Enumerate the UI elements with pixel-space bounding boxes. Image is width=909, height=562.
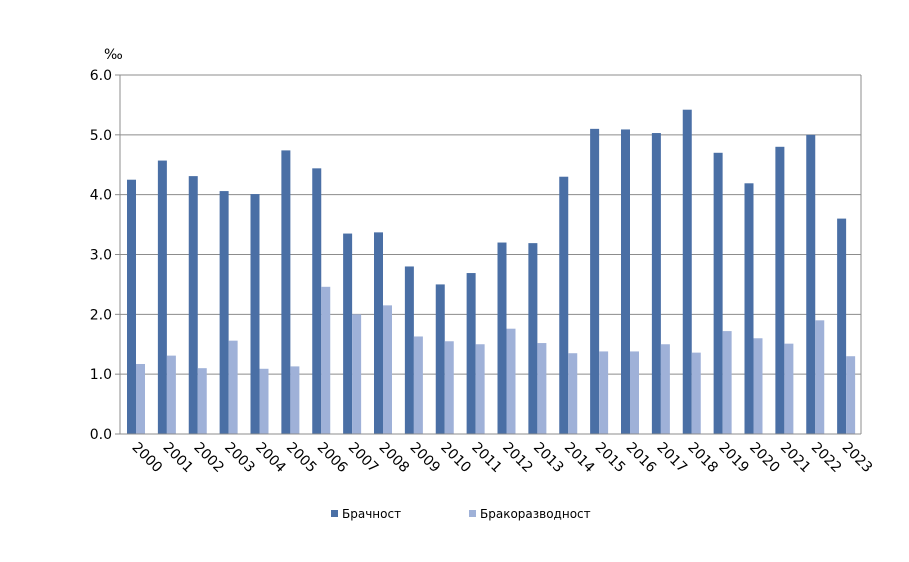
legend-swatch-divorce [469, 510, 476, 517]
bar-marriage [466, 273, 476, 434]
x-tick-label: 2008 [376, 440, 413, 477]
bar-divorce [599, 351, 609, 434]
x-axis: 2000200120022003200420052006200720082009… [120, 433, 876, 477]
x-tick-label: 2007 [345, 440, 382, 477]
bar-marriage [250, 194, 260, 434]
bar-divorce [352, 314, 362, 434]
x-tick-label: 2014 [561, 440, 598, 477]
x-tick-label: 2004 [252, 440, 289, 477]
x-tick-label: 2003 [221, 440, 258, 477]
x-tick-label: 2022 [808, 440, 845, 477]
bar-marriage [127, 179, 136, 434]
x-tick-label: 2020 [746, 440, 783, 477]
bar-divorce [444, 341, 454, 434]
bar-marriage [343, 233, 353, 434]
bar-marriage [404, 266, 414, 434]
bar-marriage [713, 152, 723, 435]
bar-divorce [630, 351, 639, 434]
bar-marriage [651, 133, 661, 434]
bar-divorce [259, 368, 269, 434]
x-tick-label: 2018 [684, 440, 721, 477]
bar-divorce [197, 368, 207, 434]
bar-divorce [537, 343, 547, 434]
bar-marriage [312, 168, 322, 434]
bar-marriage [281, 150, 291, 434]
bar-divorce [784, 343, 794, 434]
bar-divorce [506, 328, 516, 434]
y-tick-label: 6.0 [90, 68, 112, 84]
bar-marriage [559, 176, 569, 434]
x-tick-label: 2006 [314, 440, 351, 477]
bar-divorce [846, 356, 856, 434]
y-tick-label: 0.0 [90, 427, 112, 443]
bar-marriage [806, 134, 816, 435]
bar-marriage [374, 232, 383, 434]
bar-marriage [744, 183, 754, 434]
x-tick-label: 2011 [468, 440, 505, 477]
x-tick-label: 2002 [190, 440, 227, 477]
bar-marriage [682, 109, 692, 434]
bar-marriage [528, 243, 538, 434]
x-tick-label: 2015 [592, 440, 629, 477]
bar-divorce [290, 366, 300, 434]
bar-marriage [497, 242, 507, 434]
y-tick-label: 4.0 [90, 188, 112, 204]
x-tick-label: 2013 [530, 440, 567, 477]
bar-marriage [157, 160, 167, 435]
bar-marriage [837, 218, 847, 434]
bar-divorce [475, 344, 485, 434]
x-tick-label: 2019 [715, 440, 752, 477]
x-tick-label: 2017 [653, 440, 690, 477]
bar-divorce [166, 355, 176, 434]
bar-marriage [435, 284, 445, 434]
bar-marriage [775, 146, 785, 435]
y-tick-label: 1.0 [90, 367, 112, 383]
bar-divorce [660, 344, 670, 434]
bars [127, 109, 856, 435]
bar-divorce [568, 353, 578, 434]
x-tick-label: 2000 [129, 440, 166, 477]
bar-marriage [219, 191, 229, 434]
y-axis: 0.0 1.0 2.0 3.0 4.0 5.0 6.0 [90, 68, 121, 443]
bar-divorce [136, 363, 145, 434]
bar-divorce [691, 352, 701, 434]
x-tick-label: 2012 [499, 440, 536, 477]
bar-divorce [321, 286, 331, 434]
bar-divorce [228, 340, 238, 434]
bar-marriage [188, 176, 198, 434]
x-tick-label: 2023 [839, 440, 876, 477]
x-tick-label: 2009 [406, 440, 443, 477]
bar-divorce [722, 331, 732, 434]
legend-swatch-marriage [331, 510, 338, 517]
legend-label-divorce: Бракоразводност [480, 507, 591, 521]
grid-lines [120, 74, 862, 435]
y-tick-label: 5.0 [90, 128, 112, 144]
x-tick-label: 2001 [159, 440, 196, 477]
bar-marriage [621, 129, 630, 434]
legend-label-marriage: Брачност [342, 507, 401, 521]
bar-divorce [413, 336, 423, 434]
y-axis-unit: ‰ [104, 47, 123, 63]
legend: Брачност Бракоразводност [331, 507, 591, 521]
bar-marriage [590, 128, 600, 434]
bar-divorce [815, 320, 825, 434]
x-tick-label: 2010 [437, 440, 474, 477]
x-tick-label: 2016 [623, 440, 660, 477]
x-tick-label: 2021 [777, 440, 814, 477]
bar-divorce [383, 305, 392, 434]
y-tick-label: 2.0 [90, 307, 112, 323]
y-tick-label: 3.0 [90, 248, 112, 264]
bar-divorce [753, 338, 763, 434]
x-tick-label: 2005 [283, 440, 320, 477]
